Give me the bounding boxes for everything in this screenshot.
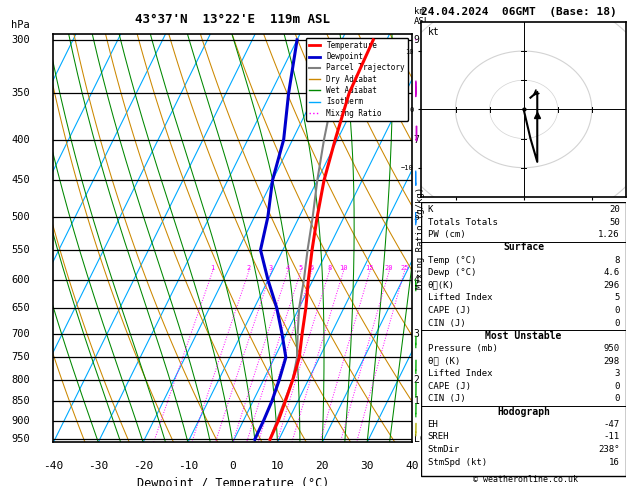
Text: Lifted Index: Lifted Index: [428, 369, 492, 378]
Text: 700: 700: [11, 329, 30, 339]
Text: 2: 2: [414, 375, 420, 385]
Text: 1: 1: [211, 265, 214, 271]
Text: 0: 0: [615, 306, 620, 315]
Text: PW (cm): PW (cm): [428, 230, 465, 239]
Text: 3: 3: [269, 265, 273, 271]
Text: 10: 10: [339, 265, 348, 271]
Text: 9: 9: [414, 35, 420, 45]
Text: 1: 1: [414, 396, 420, 406]
Text: 750: 750: [11, 352, 30, 363]
Text: 6: 6: [309, 265, 314, 271]
Text: 7: 7: [414, 135, 420, 144]
Text: 950: 950: [11, 434, 30, 444]
Text: 30: 30: [360, 461, 374, 470]
Text: 4: 4: [414, 275, 420, 285]
Text: 1.26: 1.26: [598, 230, 620, 239]
Text: 40: 40: [405, 461, 419, 470]
Text: K: K: [428, 205, 433, 214]
Text: 900: 900: [11, 416, 30, 426]
Text: 500: 500: [11, 212, 30, 222]
Text: 450: 450: [11, 175, 30, 185]
Text: 3: 3: [615, 369, 620, 378]
Text: CIN (J): CIN (J): [428, 395, 465, 403]
Text: 5: 5: [299, 265, 303, 271]
Text: 24.04.2024  06GMT  (Base: 18): 24.04.2024 06GMT (Base: 18): [421, 7, 617, 17]
Text: km
ASL: km ASL: [414, 7, 430, 26]
Text: © weatheronline.co.uk: © weatheronline.co.uk: [473, 474, 577, 484]
Text: θᴄ (K): θᴄ (K): [428, 357, 460, 365]
Text: 8: 8: [327, 265, 331, 271]
Text: Pressure (mb): Pressure (mb): [428, 344, 498, 353]
Text: 25: 25: [400, 265, 409, 271]
Text: 350: 350: [11, 88, 30, 98]
Text: -47: -47: [604, 420, 620, 429]
Text: 15: 15: [365, 265, 374, 271]
Text: 0: 0: [615, 319, 620, 328]
Text: 800: 800: [11, 375, 30, 385]
Text: Most Unstable: Most Unstable: [486, 331, 562, 341]
Text: 50: 50: [609, 218, 620, 226]
Text: LCL: LCL: [414, 434, 431, 444]
Text: Lifted Index: Lifted Index: [428, 294, 492, 302]
Text: Surface: Surface: [503, 243, 544, 252]
Text: 16: 16: [609, 457, 620, 467]
Text: kt: kt: [428, 27, 439, 37]
Text: 43°37'N  13°22'E  119m ASL: 43°37'N 13°22'E 119m ASL: [135, 13, 330, 26]
Text: 296: 296: [604, 281, 620, 290]
Text: 3: 3: [414, 329, 420, 339]
Text: -11: -11: [604, 432, 620, 441]
Text: 600: 600: [11, 275, 30, 285]
Text: 550: 550: [11, 245, 30, 255]
Text: 850: 850: [11, 396, 30, 406]
Text: StmDir: StmDir: [428, 445, 460, 454]
Text: 20: 20: [316, 461, 329, 470]
Text: θᴄ(K): θᴄ(K): [428, 281, 454, 290]
Text: 0: 0: [615, 395, 620, 403]
Text: CIN (J): CIN (J): [428, 319, 465, 328]
Text: 2: 2: [247, 265, 251, 271]
Text: Hodograph: Hodograph: [497, 407, 550, 417]
Text: 298: 298: [604, 357, 620, 365]
Text: Totals Totals: Totals Totals: [428, 218, 498, 226]
Text: 0: 0: [230, 461, 236, 470]
Text: 5: 5: [414, 212, 420, 222]
Text: 950: 950: [604, 344, 620, 353]
Text: CAPE (J): CAPE (J): [428, 306, 470, 315]
Text: 650: 650: [11, 303, 30, 313]
Text: 400: 400: [11, 135, 30, 144]
Legend: Temperature, Dewpoint, Parcel Trajectory, Dry Adiabat, Wet Adiabat, Isotherm, Mi: Temperature, Dewpoint, Parcel Trajectory…: [306, 38, 408, 121]
Text: 4.6: 4.6: [604, 268, 620, 277]
Text: Dewp (°C): Dewp (°C): [428, 268, 476, 277]
Text: EH: EH: [428, 420, 438, 429]
Text: 8: 8: [615, 256, 620, 264]
Text: -40: -40: [43, 461, 64, 470]
Text: Dewpoint / Temperature (°C): Dewpoint / Temperature (°C): [136, 477, 329, 486]
Text: SREH: SREH: [428, 432, 449, 441]
Text: StmSpd (kt): StmSpd (kt): [428, 457, 487, 467]
Text: -20: -20: [133, 461, 153, 470]
Text: 0: 0: [615, 382, 620, 391]
Text: 20: 20: [385, 265, 393, 271]
Text: 4: 4: [286, 265, 290, 271]
Text: -10: -10: [178, 461, 198, 470]
Text: Mixing Ratio (g/kg): Mixing Ratio (g/kg): [416, 187, 425, 289]
Text: -30: -30: [88, 461, 108, 470]
Text: 20: 20: [609, 205, 620, 214]
Text: 238°: 238°: [598, 445, 620, 454]
Text: 300: 300: [11, 35, 30, 45]
Text: Temp (°C): Temp (°C): [428, 256, 476, 264]
Text: CAPE (J): CAPE (J): [428, 382, 470, 391]
Text: hPa: hPa: [11, 20, 30, 30]
Text: 10: 10: [271, 461, 284, 470]
Text: 5: 5: [615, 294, 620, 302]
